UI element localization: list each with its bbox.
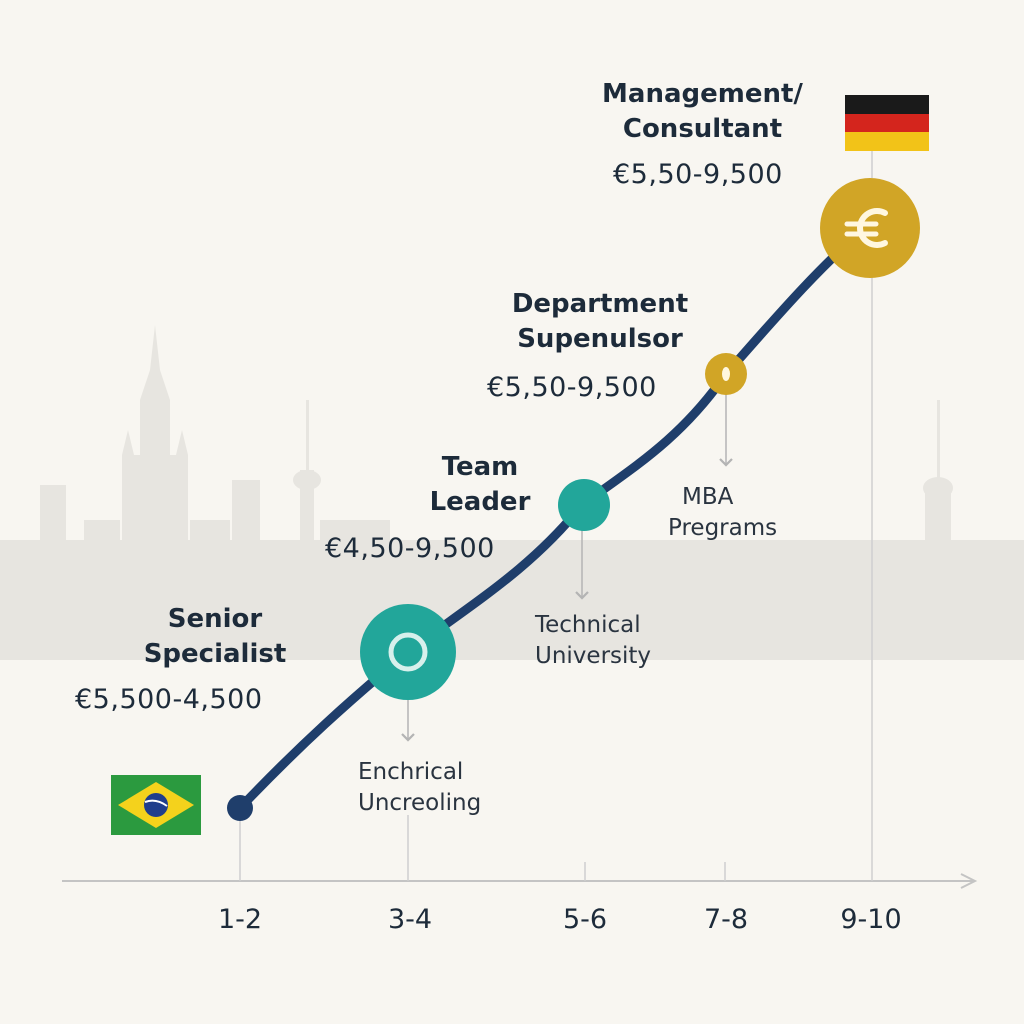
germany-flag [845, 95, 929, 178]
role-title-line: Department [511, 289, 689, 319]
x-tick-label: 3-4 [387, 904, 433, 935]
senior-specialist-node [360, 604, 456, 700]
department-supervisor-node-core [722, 367, 730, 381]
brazil-flag [111, 775, 201, 835]
city-skyline-background [0, 325, 1024, 660]
x-tick-label: 5-6 [562, 904, 608, 935]
salary-department-supervisor: €5,50-9,500 [487, 372, 657, 403]
role-title-team-leader: Team Leader [380, 450, 580, 520]
education-label-enchrical: Enchrical Uncreoling [358, 757, 481, 819]
education-line: Pregrams [668, 515, 778, 541]
salary-management-consultant: €5,50-9,500 [613, 159, 783, 190]
education-line: Technical [535, 612, 641, 638]
role-title-line: Specialist [143, 639, 287, 669]
salary-senior-specialist: €5,500-4,500 [75, 684, 263, 715]
role-title-line: Team [441, 452, 519, 482]
start-node [227, 795, 253, 821]
x-axis-arrowhead [960, 873, 978, 889]
euro-icon [844, 208, 888, 248]
management-node [820, 178, 920, 278]
education-line: University [535, 643, 652, 669]
role-title-line: Senior [167, 604, 263, 634]
role-title-line: Supenulsor [517, 324, 683, 354]
salary-team-leader: €4,50-9,500 [325, 533, 495, 564]
role-title-line: Leader [429, 487, 531, 517]
x-tick-label: 9-10 [840, 904, 902, 935]
x-tick-label: 1-2 [217, 904, 263, 935]
x-tick-label: 7-8 [703, 904, 749, 935]
role-title-line: Consultant [622, 114, 783, 144]
education-line: MBA [682, 484, 734, 510]
role-title-line: Management/ [602, 79, 803, 109]
education-label-technical-university: Technical University [535, 610, 651, 672]
ring-icon [388, 632, 428, 672]
role-title-department-supervisor: Department Supenulsor [490, 287, 710, 357]
team-leader-node [558, 479, 610, 531]
education-line: Enchrical [358, 759, 464, 785]
role-title-management-consultant: Management/ Consultant [590, 77, 815, 147]
role-title-senior-specialist: Senior Specialist [110, 602, 320, 672]
education-label-mba-programs: MBA Pregrams [668, 482, 777, 544]
education-line: Uncreoling [358, 790, 482, 816]
